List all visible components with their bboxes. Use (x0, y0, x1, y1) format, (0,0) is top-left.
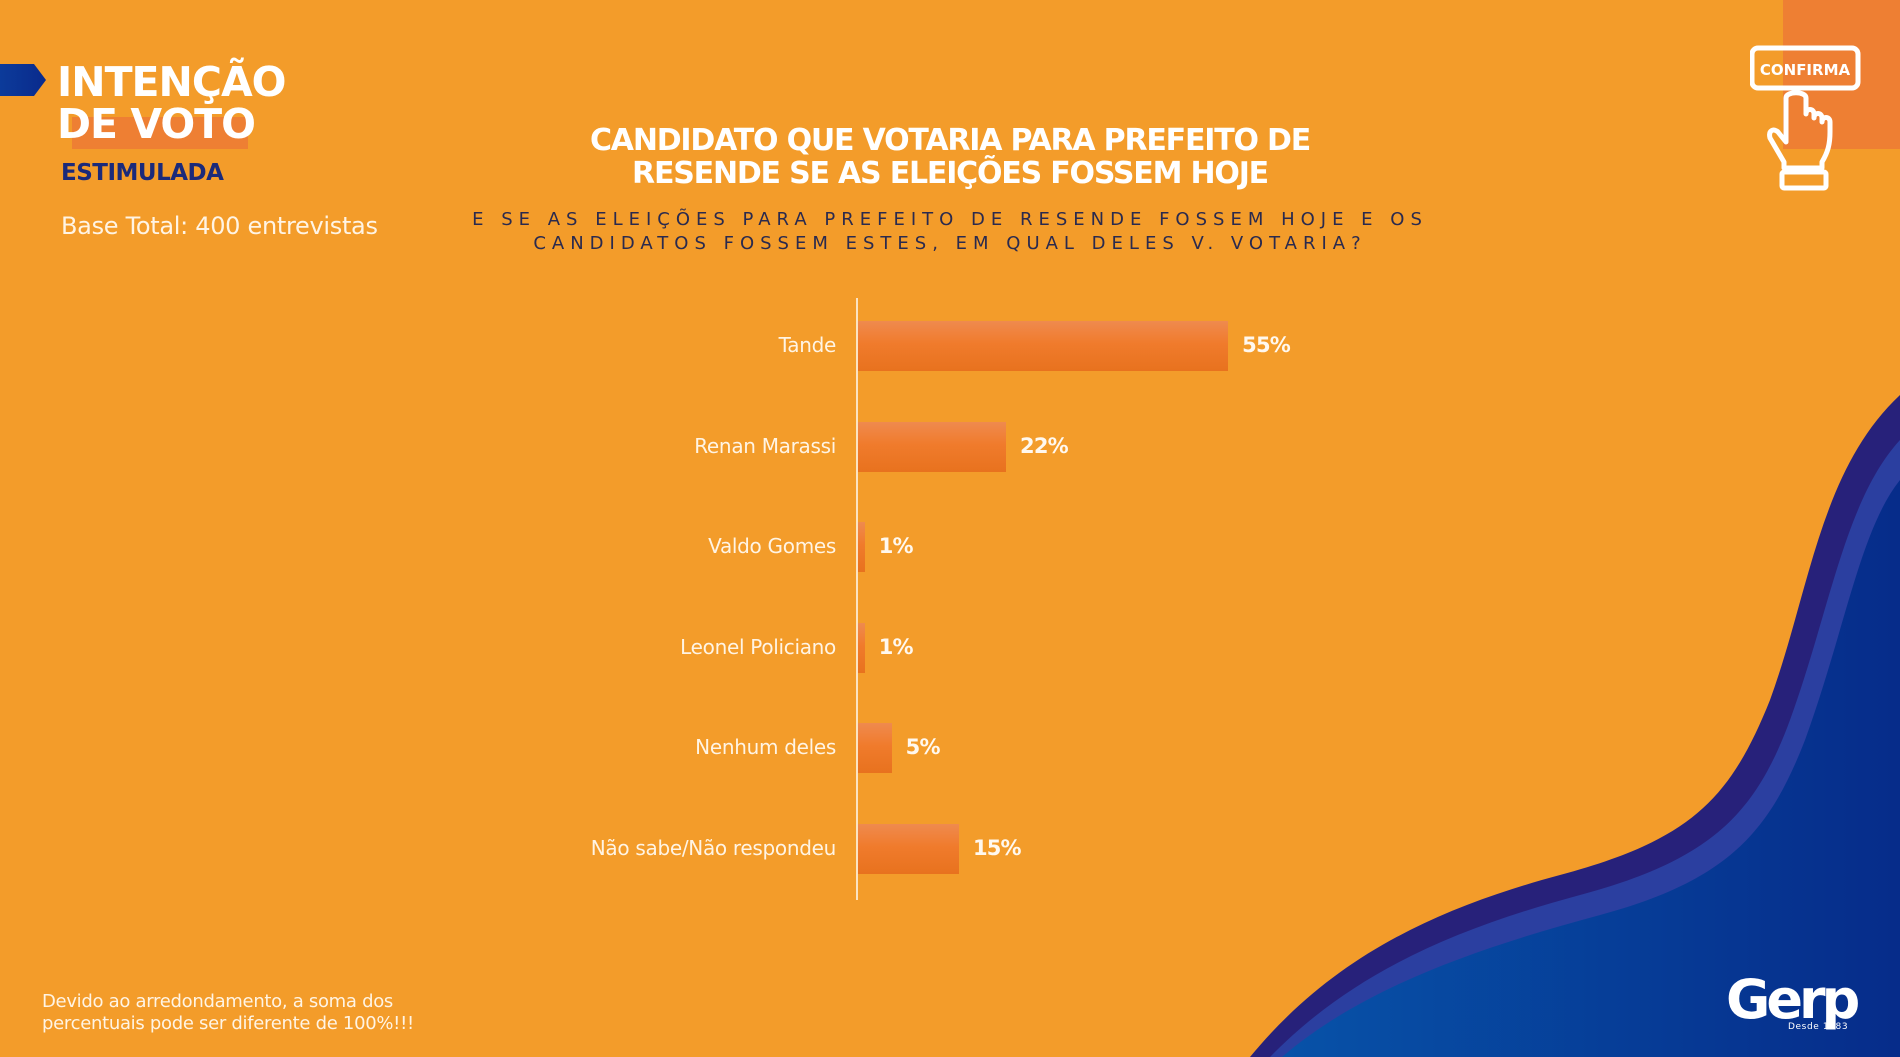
value-label: 15% (972, 835, 1022, 860)
category-label: Valdo Gomes (708, 534, 836, 558)
value-label: 55% (1242, 333, 1291, 357)
footnote-line1: Devido ao arredondamento, a soma dos (42, 991, 393, 1012)
title-highlight (72, 117, 248, 149)
wave-blue-layer (1282, 480, 1900, 1057)
confirma-label: CONFIRMA (1760, 61, 1851, 79)
value-label: 5% (905, 735, 941, 759)
chart-question-line2: CANDIDATOS FOSSEM ESTES, EM QUAL DELES V… (533, 233, 1367, 254)
bar (858, 823, 959, 874)
corner-accent-block (1783, 0, 1900, 149)
chart-title: CANDIDATO QUE VOTARIA PARA PREFEITO DE R… (480, 124, 1420, 190)
tag-arrow-icon (0, 64, 46, 96)
value-label: 1% (878, 534, 914, 558)
category-label: Nenhum deles (695, 735, 836, 759)
gerp-logo: Gerp Desde 1983 (1726, 968, 1860, 1036)
hand-pointer-icon: CONFIRMA (1750, 45, 1861, 191)
sample-base: Base Total: 400 entrevistas (61, 212, 378, 240)
category-label: Leonel Policiano (680, 634, 836, 659)
logo-wordmark: Gerp (1726, 968, 1860, 1031)
bar (858, 522, 865, 572)
footnote-line2: percentuais pode ser diferente de 100%!!… (42, 1013, 414, 1034)
chart-title-line2: RESENDE SE AS ELEIÇÕES FOSSEM HOJE (632, 156, 1269, 191)
chart-axis-line (856, 298, 858, 900)
page-title-line2: DE VOTO (57, 100, 256, 148)
rounding-footnote: Devido ao arredondamento, a soma dos per… (42, 991, 414, 1035)
category-label: Renan Marassi (694, 433, 836, 458)
chart-question: E SE AS ELEIÇÕES PARA PREFEITO DE RESEND… (440, 208, 1460, 256)
bar (858, 421, 1007, 472)
page-title-line1: INTENÇÃO (57, 58, 287, 106)
category-label: Não sabe/Não respondeu (590, 835, 837, 860)
chart-title-line1: CANDIDATO QUE VOTARIA PARA PREFEITO DE (589, 123, 1311, 158)
bar (858, 321, 1229, 371)
chart-question-line1: E SE AS ELEIÇÕES PARA PREFEITO DE RESEND… (472, 209, 1428, 230)
bar (858, 622, 865, 673)
value-label: 1% (878, 634, 914, 659)
category-label: Tande (778, 333, 837, 357)
value-label: 22% (1020, 433, 1069, 458)
page-subtitle: ESTIMULADA (61, 160, 224, 186)
bar (858, 723, 892, 773)
logo-tagline: Desde 1983 (1788, 1022, 1849, 1032)
